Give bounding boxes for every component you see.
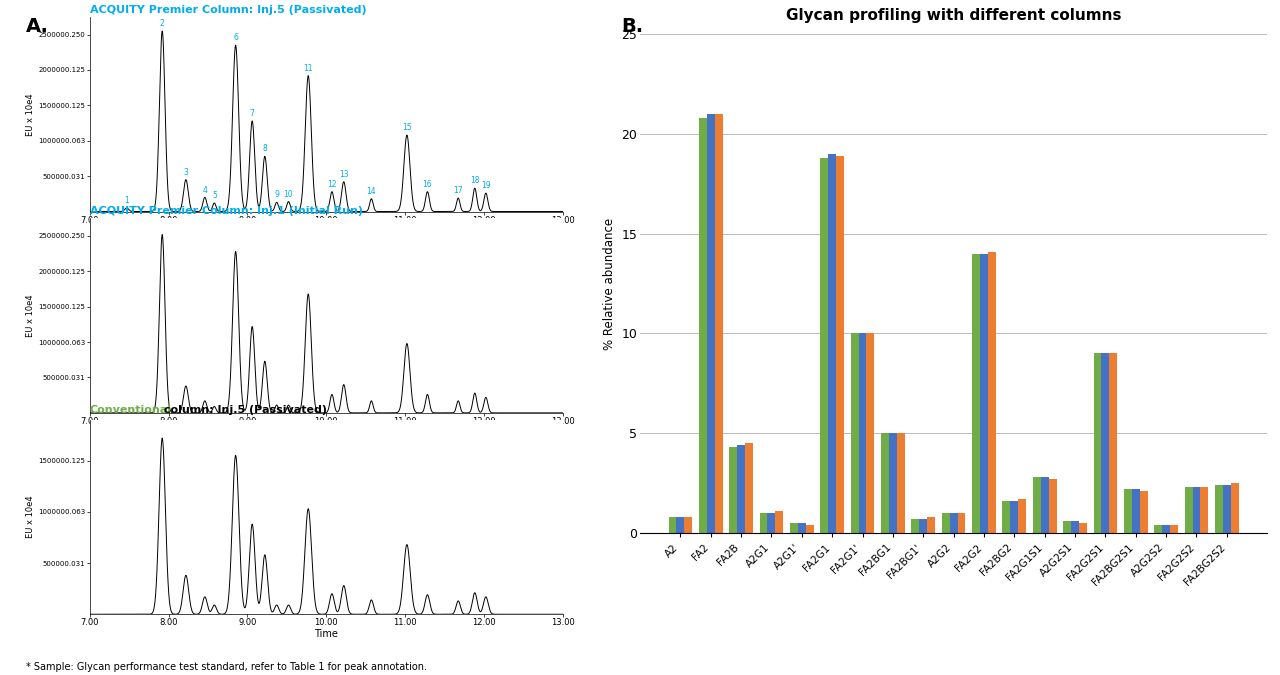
Text: * Sample: Glycan performance test standard, refer to Table 1 for peak annotation: * Sample: Glycan performance test standa… — [26, 662, 426, 672]
Bar — [1222, 485, 1231, 533]
Bar — [1048, 479, 1056, 533]
Bar — [950, 513, 957, 533]
X-axis label: Time: Time — [315, 629, 338, 639]
Bar — [768, 513, 776, 533]
Text: 11: 11 — [303, 63, 314, 73]
Bar — [881, 433, 888, 533]
Text: ACQUITY Premier Column: Inj.1 (Initial Run): ACQUITY Premier Column: Inj.1 (Initial R… — [90, 206, 362, 216]
Bar — [1102, 354, 1110, 533]
Text: 5: 5 — [212, 191, 216, 200]
Bar — [1155, 525, 1162, 533]
Text: 18: 18 — [470, 176, 480, 186]
Text: 13: 13 — [339, 170, 348, 179]
Bar — [1231, 483, 1239, 533]
Text: ACQUITY Premier Column: Inj.5 (Passivated): ACQUITY Premier Column: Inj.5 (Passivate… — [90, 5, 366, 15]
Text: Conventional: Conventional — [90, 405, 172, 414]
Bar — [790, 523, 797, 533]
Bar — [828, 154, 836, 533]
Bar — [776, 511, 783, 533]
Bar — [897, 433, 905, 533]
Bar — [1162, 525, 1170, 533]
Bar — [1093, 354, 1102, 533]
Text: 12: 12 — [328, 180, 337, 189]
Bar — [714, 113, 722, 533]
Bar — [867, 333, 874, 533]
Bar — [859, 333, 867, 533]
Text: 8: 8 — [262, 144, 268, 153]
Text: 10: 10 — [284, 190, 293, 198]
Bar — [707, 113, 714, 533]
Text: 17: 17 — [453, 186, 463, 195]
Bar — [676, 517, 685, 533]
Text: 2: 2 — [160, 19, 165, 28]
Y-axis label: EU x 10e4: EU x 10e4 — [27, 495, 36, 538]
Bar — [1201, 487, 1208, 533]
Bar — [1041, 477, 1048, 533]
Bar — [911, 519, 919, 533]
Bar — [1002, 502, 1010, 533]
Bar — [1215, 485, 1222, 533]
Bar — [1079, 523, 1087, 533]
Y-axis label: % Relative abundance: % Relative abundance — [603, 217, 616, 350]
Text: 1: 1 — [124, 196, 129, 205]
Text: 6: 6 — [233, 33, 238, 43]
Bar — [820, 158, 828, 533]
Bar — [745, 443, 753, 533]
Bar — [1033, 477, 1041, 533]
Bar — [805, 525, 814, 533]
Text: 16: 16 — [422, 180, 433, 189]
Bar — [1132, 489, 1139, 533]
Text: 19: 19 — [481, 182, 490, 190]
Bar — [730, 448, 737, 533]
Bar — [1124, 489, 1132, 533]
Bar — [1110, 354, 1117, 533]
Bar — [1193, 487, 1201, 533]
Bar — [1170, 525, 1178, 533]
Bar — [851, 333, 859, 533]
Bar — [668, 517, 676, 533]
Bar — [1064, 521, 1071, 533]
Text: 3: 3 — [183, 168, 188, 177]
Bar — [888, 433, 897, 533]
Text: 4: 4 — [202, 186, 207, 194]
Bar — [1139, 491, 1148, 533]
Text: B.: B. — [621, 17, 643, 36]
Bar — [972, 254, 980, 533]
Bar — [942, 513, 950, 533]
Text: 14: 14 — [366, 187, 376, 196]
Bar — [836, 156, 844, 533]
Text: column: Inj.5 (Passivated): column: Inj.5 (Passivated) — [160, 405, 326, 414]
Bar — [737, 446, 745, 533]
Y-axis label: EU x 10e4: EU x 10e4 — [27, 294, 36, 337]
Bar — [759, 513, 768, 533]
Bar — [1019, 500, 1027, 533]
Bar — [1010, 502, 1019, 533]
Text: A.: A. — [26, 17, 49, 36]
Text: 7: 7 — [250, 109, 255, 118]
Bar — [927, 517, 936, 533]
Bar — [988, 252, 996, 533]
Text: 9: 9 — [274, 190, 279, 200]
Bar — [699, 117, 707, 533]
Bar — [919, 519, 927, 533]
Bar — [957, 513, 965, 533]
Bar — [980, 254, 988, 533]
Bar — [797, 523, 805, 533]
Bar — [685, 517, 692, 533]
Y-axis label: EU x 10e4: EU x 10e4 — [27, 93, 36, 136]
Bar — [1185, 487, 1193, 533]
Title: Glycan profiling with different columns: Glycan profiling with different columns — [786, 8, 1121, 23]
Text: 15: 15 — [402, 124, 412, 132]
Bar — [1071, 521, 1079, 533]
